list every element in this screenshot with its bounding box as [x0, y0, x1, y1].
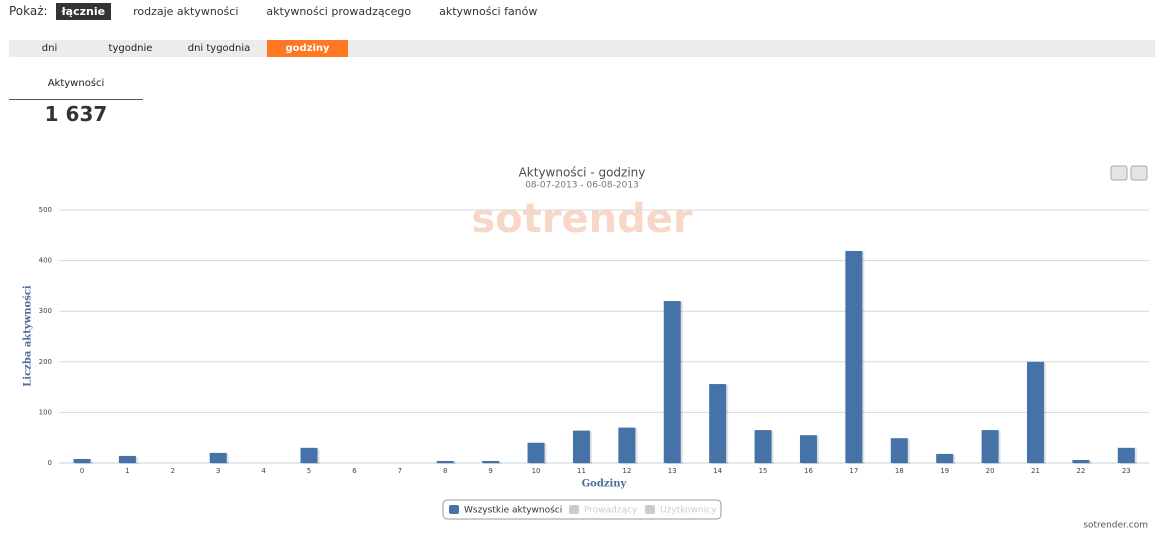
bar: [754, 430, 772, 463]
bar: [482, 460, 500, 463]
x-tick-label: 19: [940, 467, 949, 475]
x-tick-label: 9: [488, 467, 492, 475]
nav-item[interactable]: rodzaje aktywności: [133, 4, 239, 18]
x-tick-label: 8: [443, 467, 447, 475]
x-tick-label: 3: [216, 467, 220, 475]
y-tick-label: 100: [39, 408, 52, 416]
download-button[interactable]: [1130, 165, 1148, 181]
y-tick-label: 500: [39, 206, 52, 214]
bar: [890, 438, 908, 463]
chart-title: Aktywności - godziny: [519, 166, 646, 180]
bar: [936, 453, 954, 463]
stat-value: 1 637: [44, 102, 108, 126]
bar: [1117, 447, 1135, 463]
bar: [709, 384, 727, 463]
bar: [300, 447, 318, 463]
legend-label[interactable]: Prowadzący: [584, 506, 638, 516]
x-tick-label: 7: [398, 467, 402, 475]
x-tick-label: 21: [1031, 467, 1040, 475]
x-tick-label: 23: [1122, 467, 1131, 475]
tab[interactable]: tygodnie: [108, 43, 153, 54]
print-button[interactable]: [1110, 165, 1128, 181]
nav-item[interactable]: łącznie: [55, 2, 112, 20]
tab[interactable]: godziny: [267, 40, 348, 57]
legend-swatch: [569, 505, 579, 514]
y-tick-label: 0: [48, 459, 52, 467]
x-tick-label: 13: [668, 467, 677, 475]
x-tick-label: 22: [1076, 467, 1085, 475]
watermark: sotrender: [471, 196, 693, 242]
x-tick-label: 14: [713, 467, 722, 475]
nav-item[interactable]: aktywności prowadzącego: [266, 4, 412, 18]
chart-subtitle: 08-07-2013 - 06-08-2013: [525, 181, 639, 191]
legend-swatch: [645, 505, 655, 514]
x-axis-label: Godziny: [582, 479, 628, 490]
x-tick-label: 2: [171, 467, 175, 475]
x-tick-label: 16: [804, 467, 813, 475]
y-tick-label: 200: [39, 358, 52, 366]
x-tick-label: 11: [577, 467, 586, 475]
bar: [663, 301, 681, 463]
stat-label: Aktywności: [9, 78, 143, 100]
legend-label[interactable]: Wszystkie aktywności: [464, 505, 562, 516]
bar: [799, 435, 817, 463]
x-tick-label: 4: [261, 467, 266, 475]
legend-label[interactable]: Użytkownicy: [660, 506, 717, 516]
x-tick-label: 17: [849, 467, 858, 475]
nav-item[interactable]: aktywności fanów: [439, 4, 538, 18]
bar: [73, 458, 91, 463]
legend-swatch: [449, 505, 459, 514]
bar: [1026, 361, 1044, 463]
bar: [845, 250, 863, 463]
nav-label: Pokaż:: [9, 4, 48, 18]
bar: [618, 427, 636, 463]
y-tick-label: 300: [39, 307, 52, 315]
x-tick-label: 1: [125, 467, 129, 475]
tab[interactable]: dni: [41, 43, 58, 54]
bar: [981, 430, 999, 463]
x-tick-label: 20: [986, 467, 995, 475]
x-tick-label: 18: [895, 467, 904, 475]
nav: Pokaż: łącznie rodzaje aktywności aktywnoś…: [9, 2, 559, 20]
bar: [209, 452, 227, 463]
x-tick-label: 12: [622, 467, 631, 475]
bar: [572, 430, 590, 463]
credit: sotrender.com: [1083, 521, 1148, 531]
bar: [1072, 459, 1090, 463]
bar: [436, 460, 454, 463]
stat: Aktywności 1 637: [9, 78, 143, 126]
x-tick-label: 15: [759, 467, 768, 475]
y-axis-label: Liczba aktywności: [23, 285, 34, 387]
tabs: dni tygodnie dni tygodnia godziny: [9, 40, 1155, 57]
bar: [527, 442, 545, 463]
bar: [118, 455, 136, 463]
tab[interactable]: dni tygodnia: [187, 43, 251, 54]
x-tick-label: 6: [352, 467, 357, 475]
x-tick-label: 0: [80, 467, 84, 475]
y-tick-label: 400: [39, 257, 52, 265]
x-tick-label: 5: [307, 467, 311, 475]
x-tick-label: 10: [532, 467, 541, 475]
legend-box: [442, 499, 722, 520]
